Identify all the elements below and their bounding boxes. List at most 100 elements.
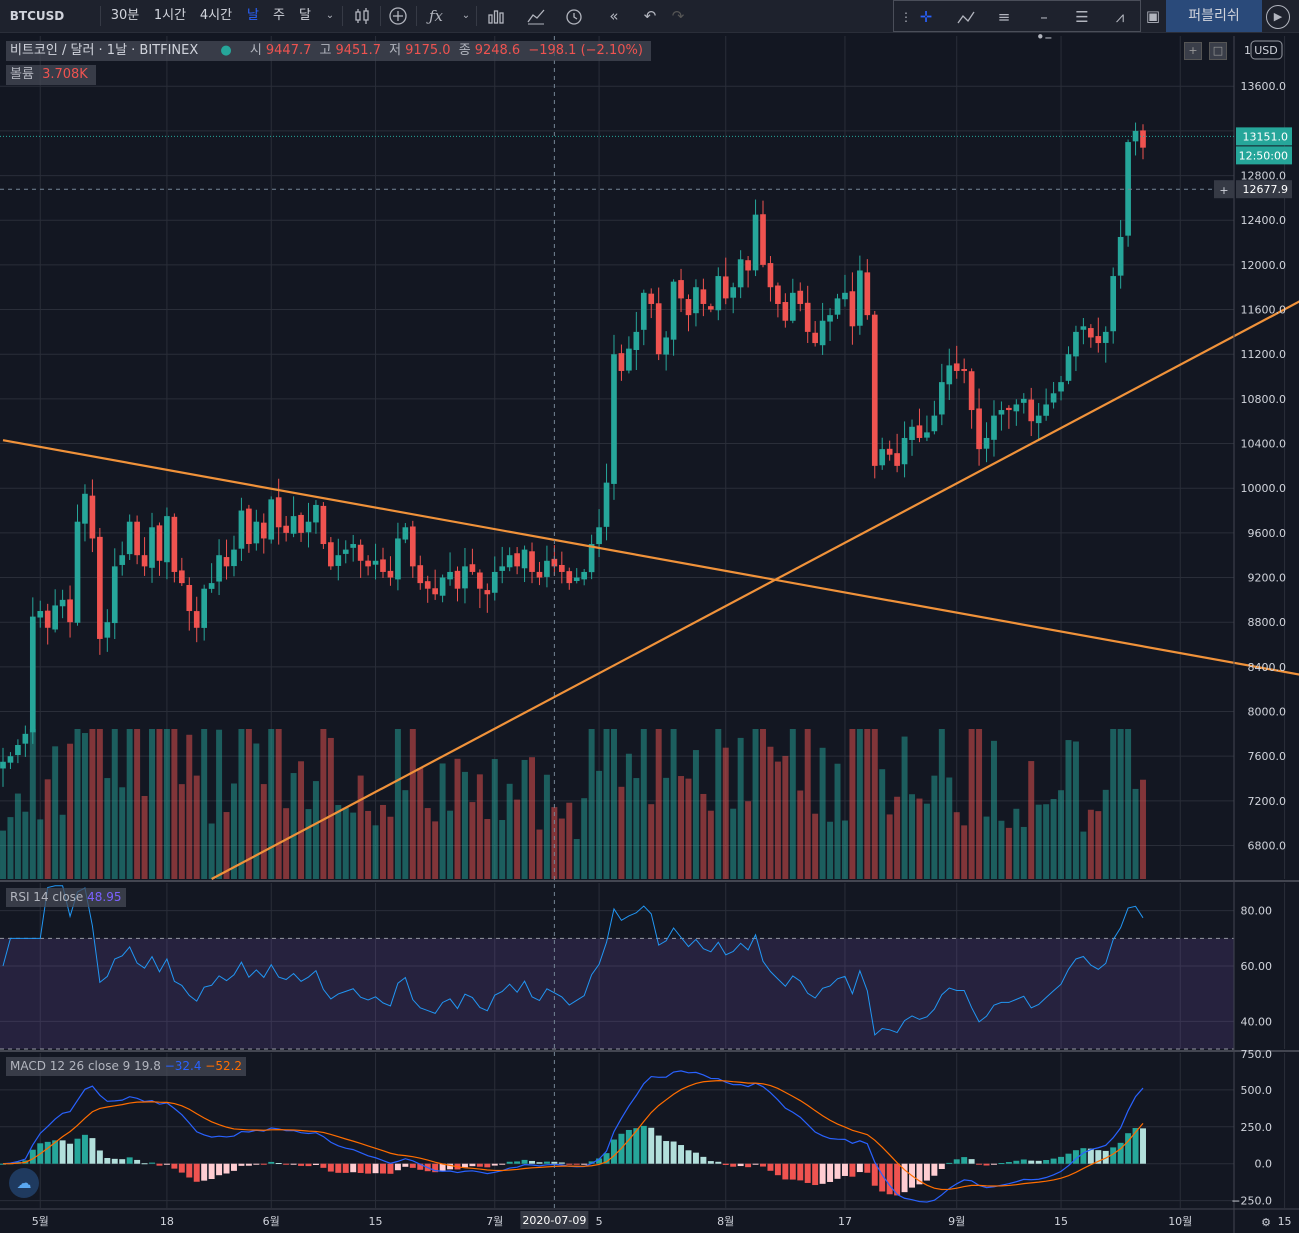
candle-body — [357, 544, 364, 561]
volume-bar — [417, 768, 424, 879]
volume-bar — [953, 812, 960, 879]
macd-hist-bar — [149, 1162, 155, 1164]
crosshair-date-badge — [520, 1211, 589, 1229]
candle-body — [1020, 398, 1027, 403]
macd-hist-bar — [327, 1163, 334, 1172]
macd-hist-bar — [305, 1163, 312, 1167]
volume-bar — [1132, 788, 1139, 879]
volume-bar — [1013, 808, 1020, 879]
replay-icon[interactable]: « — [609, 7, 619, 25]
candle-body — [931, 415, 938, 432]
volume-bar — [14, 793, 21, 879]
volume-bar — [178, 784, 185, 879]
camera-icon[interactable]: ▣ — [1145, 7, 1161, 25]
maximize-icon[interactable]: □ — [1209, 42, 1227, 60]
rsi-label[interactable]: RSI 14 close — [10, 890, 84, 904]
chevron-down-icon[interactable]: ⌄ — [461, 10, 471, 21]
interval-week[interactable]: 주 — [273, 8, 285, 23]
price-tick: 7600.0 — [1248, 750, 1287, 763]
legend-title[interactable]: 비트코인 / 달러 · 1날 · BITFINEX — [10, 43, 199, 58]
candle-body — [514, 553, 520, 567]
drag-handle-icon[interactable]: ⋮ — [900, 10, 912, 24]
rsi-tick: 40.00 — [1241, 1015, 1273, 1028]
macd-hist-bar — [320, 1163, 327, 1168]
publish-button[interactable]: 퍼블리쉬 — [1166, 0, 1262, 32]
chart-lines-icon[interactable] — [526, 6, 546, 26]
candle-body — [29, 616, 36, 733]
candle-body — [1065, 354, 1072, 381]
macd-hist-bar — [357, 1163, 364, 1173]
hline-icon[interactable]: –•– — [1035, 8, 1053, 46]
add-compare-icon[interactable] — [388, 6, 408, 26]
volume-bar — [409, 729, 416, 879]
interval-day[interactable]: 날 — [247, 8, 259, 23]
add-icon[interactable]: + — [1184, 42, 1202, 60]
channel-icon[interactable]: ☰ — [1075, 8, 1089, 26]
macd-hist-value: 19.8 — [134, 1059, 161, 1073]
volume-bar — [171, 729, 178, 879]
candle-body — [365, 560, 371, 567]
volume-bar — [946, 777, 953, 879]
time-tick: 5월 — [32, 1215, 49, 1228]
macd-hist-bar — [1132, 1128, 1139, 1164]
signal-line — [2, 1080, 1144, 1191]
candles — [0, 122, 1146, 787]
symbol-search[interactable]: BTCUSD — [9, 9, 65, 23]
volume-bar — [484, 819, 491, 879]
undo-icon[interactable]: ↶ — [643, 7, 657, 25]
candle-body — [588, 544, 595, 573]
candle-body — [648, 293, 655, 304]
macd-hist-bar — [186, 1163, 193, 1178]
candle-body — [670, 281, 677, 340]
candle-body — [961, 369, 968, 371]
time-tick: 10월 — [1168, 1215, 1192, 1228]
macd-hist-bar — [402, 1163, 409, 1167]
macd-hist-bar — [506, 1161, 513, 1164]
candle-body — [827, 315, 833, 322]
trendline — [211, 300, 1299, 880]
volume-bar — [991, 740, 997, 879]
bar-chart-icon[interactable] — [486, 6, 506, 26]
elliott-icon[interactable]: ⩘ — [1115, 8, 1125, 26]
pattern-icon[interactable] — [956, 7, 976, 27]
crosshair-icon[interactable]: ✛ — [919, 8, 933, 26]
volume-bar — [938, 729, 945, 879]
time-tick: 9월 — [948, 1215, 965, 1228]
candle-body — [298, 514, 304, 533]
macd-hist-bar — [335, 1163, 342, 1173]
chevron-down-icon[interactable]: ⌄ — [325, 10, 335, 21]
volume-bar — [573, 839, 580, 879]
candles-icon[interactable] — [352, 6, 372, 26]
play-icon[interactable]: ▶ — [1266, 5, 1290, 29]
macd-hist-bar — [387, 1163, 394, 1174]
volume-bar — [0, 830, 6, 879]
fib-icon[interactable]: ≡ — [997, 8, 1011, 26]
macd-hist-bar — [692, 1152, 699, 1164]
volume-bar — [365, 810, 372, 879]
candle-body — [246, 508, 252, 545]
macd-hist-bar — [409, 1163, 416, 1168]
redo-icon[interactable]: ↷ — [671, 7, 685, 25]
volume-bar — [245, 729, 252, 879]
candle-body — [804, 302, 811, 332]
volume-bar — [1028, 761, 1035, 879]
macd-hist-bar — [1087, 1148, 1094, 1164]
interval-1h[interactable]: 1시간 — [153, 8, 187, 23]
candle-body — [477, 572, 483, 589]
macd-hist-bar — [1013, 1160, 1020, 1164]
candle-body — [134, 521, 140, 556]
volume-bar — [193, 775, 200, 879]
visibility-dot-icon[interactable]: ● — [220, 43, 232, 58]
interval-30m[interactable]: 30분 — [110, 8, 140, 23]
candle-body — [313, 504, 319, 523]
tradingview-logo-icon[interactable]: ☁ — [9, 1168, 39, 1198]
macd-hist-bar — [752, 1163, 759, 1165]
interval-month[interactable]: 달 — [299, 8, 311, 23]
price-tick: 12800.0 — [1241, 170, 1287, 183]
candle-body — [238, 510, 245, 549]
interval-4h[interactable]: 4시간 — [199, 8, 233, 23]
alert-clock-icon[interactable] — [564, 6, 584, 26]
macd-label[interactable]: MACD 12 26 close 9 — [10, 1059, 131, 1073]
indicators-icon[interactable]: ƒx — [428, 7, 443, 25]
